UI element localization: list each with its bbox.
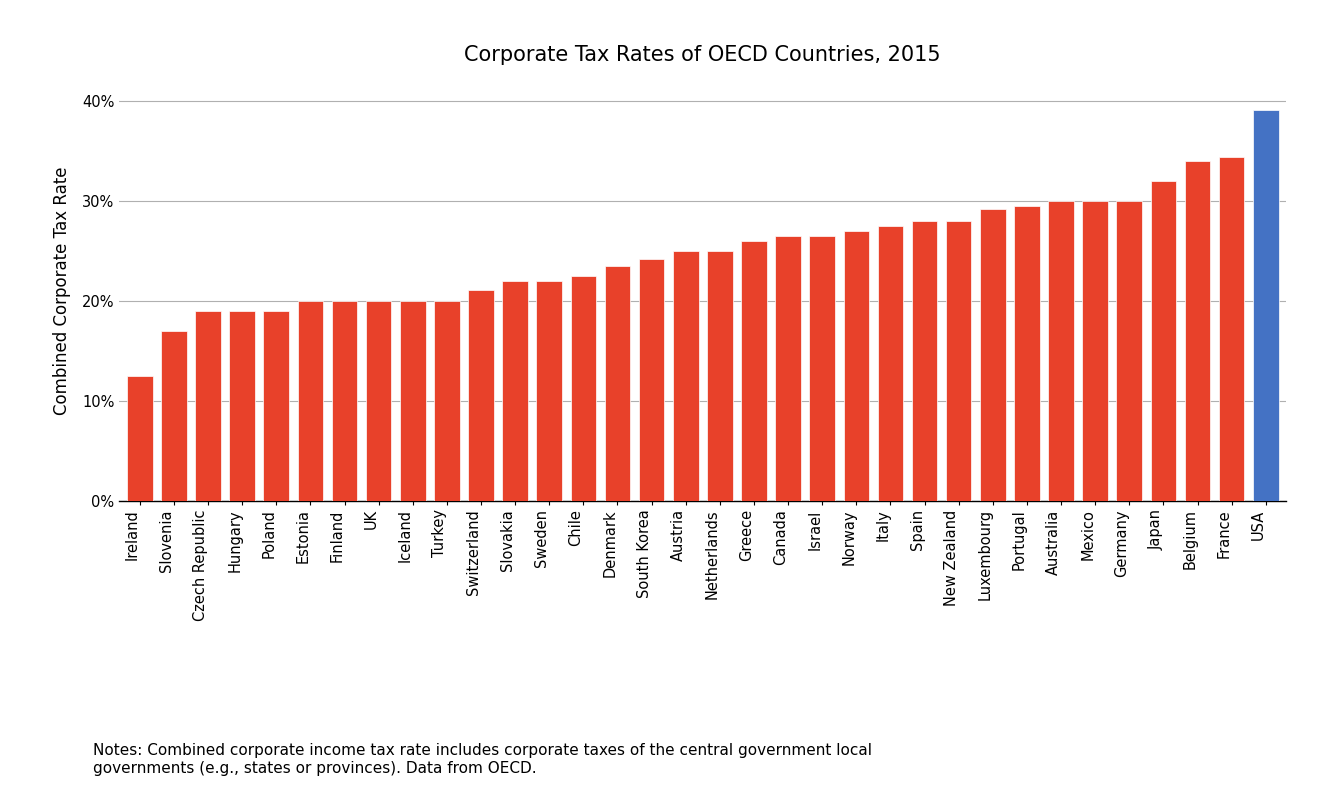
- Bar: [195, 311, 221, 501]
- Bar: [741, 241, 766, 501]
- Bar: [1082, 201, 1109, 501]
- Y-axis label: Combined Corporate Tax Rate: Combined Corporate Tax Rate: [53, 166, 70, 415]
- Text: Notes: Combined corporate income tax rate includes corporate taxes of the centra: Notes: Combined corporate income tax rat…: [93, 743, 871, 776]
- Bar: [127, 376, 152, 501]
- Bar: [264, 311, 289, 501]
- Bar: [912, 221, 937, 501]
- Bar: [605, 266, 630, 501]
- Bar: [229, 311, 255, 501]
- Bar: [537, 281, 562, 501]
- Bar: [776, 236, 801, 501]
- Bar: [400, 301, 426, 501]
- Bar: [1184, 161, 1211, 501]
- Bar: [332, 301, 357, 501]
- Bar: [639, 259, 664, 501]
- Bar: [297, 301, 324, 501]
- Bar: [878, 226, 903, 501]
- Title: Corporate Tax Rates of OECD Countries, 2015: Corporate Tax Rates of OECD Countries, 2…: [464, 45, 941, 65]
- Bar: [503, 281, 528, 501]
- Bar: [162, 331, 187, 501]
- Bar: [1049, 201, 1074, 501]
- Bar: [434, 301, 460, 501]
- Bar: [980, 208, 1005, 501]
- Bar: [945, 221, 972, 501]
- Bar: [1116, 201, 1142, 501]
- Bar: [366, 301, 391, 501]
- Bar: [468, 290, 493, 501]
- Bar: [1253, 110, 1278, 501]
- Bar: [1151, 181, 1176, 501]
- Bar: [570, 276, 597, 501]
- Bar: [809, 236, 835, 501]
- Bar: [1219, 157, 1244, 501]
- Bar: [707, 250, 733, 501]
- Bar: [1014, 206, 1040, 501]
- Bar: [843, 231, 869, 501]
- Bar: [672, 250, 699, 501]
